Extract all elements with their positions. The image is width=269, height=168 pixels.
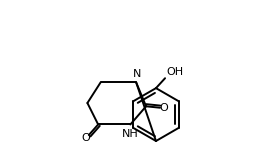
Text: NH: NH bbox=[122, 129, 139, 139]
Text: OH: OH bbox=[166, 67, 183, 77]
Text: O: O bbox=[82, 133, 90, 143]
Text: N: N bbox=[133, 69, 141, 79]
Text: O: O bbox=[160, 103, 168, 113]
